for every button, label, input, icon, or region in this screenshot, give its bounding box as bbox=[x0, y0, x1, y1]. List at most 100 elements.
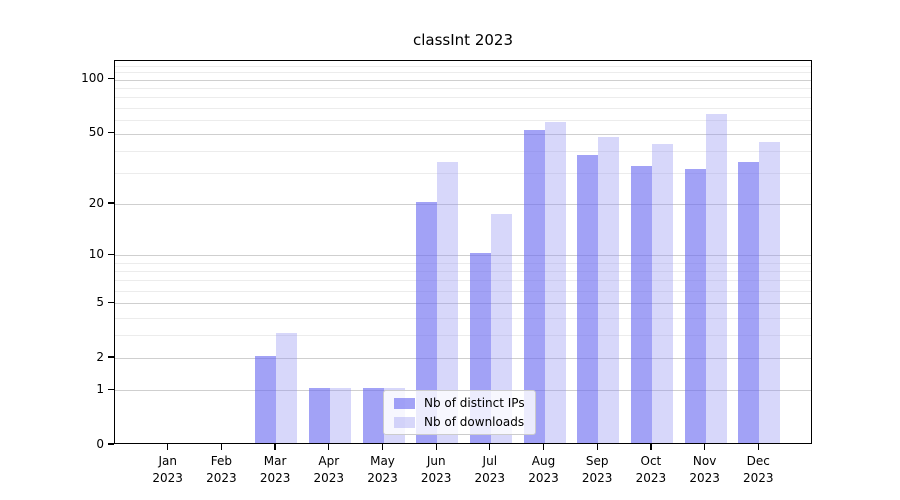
x-tick-year: 2023 bbox=[743, 471, 774, 485]
bar-downloads-jul bbox=[490, 214, 512, 443]
x-tick-year: 2023 bbox=[313, 471, 345, 485]
minor-gridline bbox=[115, 280, 811, 282]
bar-downloads-sep bbox=[598, 136, 620, 443]
x-tick-mark bbox=[435, 444, 437, 450]
y-tick-mark bbox=[107, 443, 114, 445]
x-tick-label: Jan 2023 bbox=[136, 453, 200, 487]
major-gridline bbox=[115, 204, 811, 206]
x-tick-label: Nov 2023 bbox=[673, 453, 737, 487]
bar-distinct-ips-nov bbox=[684, 168, 706, 443]
x-tick-label: Mar 2023 bbox=[243, 453, 307, 487]
bar-downloads-aug bbox=[544, 121, 566, 443]
major-gridline bbox=[115, 133, 811, 135]
x-tick-mark bbox=[757, 444, 759, 450]
y-tick-label: 5 bbox=[96, 294, 104, 309]
bar-distinct-ips-sep bbox=[577, 155, 599, 443]
x-tick-year: 2023 bbox=[367, 471, 398, 485]
x-tick-label: Dec 2023 bbox=[726, 453, 790, 487]
minor-gridline bbox=[115, 88, 811, 89]
minor-gridline bbox=[115, 262, 811, 264]
minor-gridline bbox=[115, 119, 811, 121]
chart-title: classInt 2023 bbox=[413, 31, 513, 49]
x-tick-label: Sep 2023 bbox=[565, 453, 629, 487]
y-tick-label: 0 bbox=[96, 436, 104, 451]
x-tick-year: 2023 bbox=[152, 471, 183, 485]
bar-distinct-ips-aug bbox=[523, 130, 545, 443]
minor-gridline bbox=[115, 97, 811, 99]
x-tick-year: 2023 bbox=[259, 471, 291, 485]
legend-label: Nb of downloads bbox=[424, 415, 525, 429]
x-tick-mark bbox=[489, 444, 491, 450]
major-gridline bbox=[115, 358, 811, 360]
y-tick-label: 100 bbox=[81, 71, 104, 86]
minor-gridline bbox=[115, 107, 811, 109]
x-tick-label: Jun 2023 bbox=[404, 453, 468, 487]
bar-distinct-ips-jun bbox=[416, 202, 438, 443]
bar-distinct-ips-mar bbox=[255, 356, 277, 443]
bar-downloads-mar bbox=[276, 333, 298, 443]
y-tick-label: 50 bbox=[88, 125, 104, 140]
y-tick-label: 2 bbox=[96, 349, 104, 364]
x-tick-year: 2023 bbox=[635, 471, 667, 485]
x-tick-mark bbox=[328, 444, 330, 450]
x-tick-label: Aug 2023 bbox=[512, 453, 576, 487]
y-tick-mark bbox=[107, 202, 114, 204]
legend: Nb of distinct IPs Nb of downloads bbox=[383, 390, 536, 435]
bar-downloads-nov bbox=[705, 113, 727, 443]
bar-distinct-ips-may bbox=[362, 388, 384, 443]
x-tick-mark bbox=[381, 444, 384, 450]
x-tick-year: 2023 bbox=[581, 471, 613, 485]
x-tick-label: May 2023 bbox=[351, 453, 415, 487]
x-tick-mark bbox=[167, 444, 169, 450]
minor-gridline bbox=[115, 173, 811, 175]
y-tick-mark bbox=[107, 301, 114, 303]
x-tick-mark bbox=[274, 444, 276, 450]
minor-gridline bbox=[115, 65, 811, 67]
legend-row: Nb of downloads bbox=[394, 415, 525, 429]
x-tick-mark bbox=[650, 444, 652, 450]
legend-label: Nb of distinct IPs bbox=[424, 396, 525, 410]
x-tick-mark bbox=[542, 444, 545, 450]
minor-gridline bbox=[115, 271, 811, 273]
y-tick-label: 1 bbox=[96, 381, 104, 396]
legend-row: Nb of distinct IPs bbox=[394, 396, 525, 410]
bar-distinct-ips-apr bbox=[308, 388, 330, 443]
distinct-ips-swatch bbox=[394, 397, 415, 409]
minor-gridline bbox=[115, 335, 811, 337]
y-tick-mark bbox=[107, 253, 114, 255]
bar-distinct-ips-dec bbox=[738, 161, 760, 443]
minor-gridline bbox=[115, 291, 811, 292]
y-tick-mark bbox=[107, 132, 114, 134]
x-tick-year: 2023 bbox=[528, 471, 559, 485]
x-tick-mark bbox=[220, 444, 222, 450]
minor-gridline bbox=[115, 72, 811, 74]
major-gridline bbox=[115, 79, 811, 81]
bar-downloads-oct bbox=[651, 143, 673, 443]
x-tick-mark bbox=[704, 444, 706, 450]
x-tick-mark bbox=[596, 444, 598, 450]
bar-downloads-dec bbox=[759, 141, 781, 443]
major-gridline bbox=[115, 303, 811, 305]
y-tick-mark bbox=[107, 356, 114, 358]
y-tick-mark bbox=[107, 78, 114, 80]
bar-distinct-ips-oct bbox=[630, 166, 652, 443]
x-tick-label: Oct 2023 bbox=[619, 453, 683, 487]
x-tick-label: Feb 2023 bbox=[189, 453, 253, 487]
x-tick-label: Apr 2023 bbox=[297, 453, 361, 487]
bar-downloads-apr bbox=[329, 388, 351, 443]
x-tick-year: 2023 bbox=[420, 471, 452, 485]
y-tick-mark bbox=[107, 388, 114, 390]
x-tick-year: 2023 bbox=[689, 471, 720, 485]
minor-gridline bbox=[115, 151, 811, 153]
x-tick-label: Jul 2023 bbox=[458, 453, 522, 487]
x-tick-year: 2023 bbox=[474, 471, 506, 485]
minor-gridline bbox=[115, 317, 811, 319]
x-tick-year: 2023 bbox=[206, 471, 237, 485]
y-tick-label: 20 bbox=[88, 195, 104, 210]
y-tick-label: 10 bbox=[88, 246, 104, 261]
major-gridline bbox=[115, 255, 811, 257]
plot-area bbox=[114, 60, 812, 444]
bar-downloads-jun bbox=[437, 161, 459, 443]
downloads-swatch bbox=[394, 416, 415, 428]
